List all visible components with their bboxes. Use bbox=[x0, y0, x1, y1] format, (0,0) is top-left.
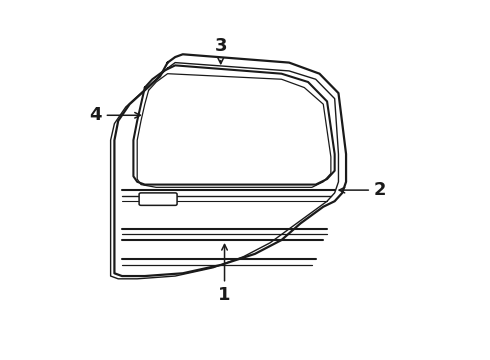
FancyBboxPatch shape bbox=[139, 193, 177, 205]
Text: 1: 1 bbox=[218, 244, 231, 305]
Text: 4: 4 bbox=[89, 106, 140, 124]
Text: 3: 3 bbox=[215, 37, 227, 64]
Text: 2: 2 bbox=[339, 181, 387, 199]
